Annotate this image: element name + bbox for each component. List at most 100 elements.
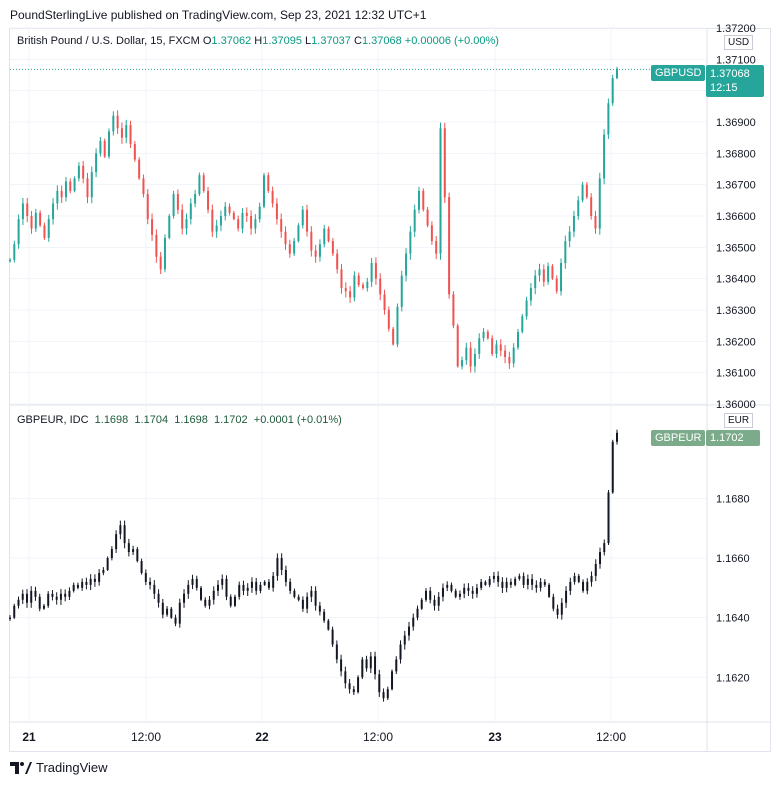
usd-currency-button[interactable]: USD <box>724 35 754 50</box>
candle-body <box>560 602 563 615</box>
gbpeur-title: GBPEUR, IDC <box>17 414 89 426</box>
eur-currency-button[interactable]: EUR <box>724 413 754 428</box>
candle-body <box>297 596 300 600</box>
price-tick-label: 1.1680 <box>716 493 750 505</box>
price-tick-label: 1.1660 <box>716 553 750 565</box>
candle-body <box>465 347 468 361</box>
candle-body <box>353 275 356 298</box>
candle-body <box>461 360 464 367</box>
candle-body <box>463 587 466 594</box>
candle-body <box>275 203 278 220</box>
candle-body <box>611 441 614 493</box>
candle-body <box>535 584 538 588</box>
candle-body <box>420 599 423 609</box>
candle-body <box>272 575 275 588</box>
candle-body <box>478 338 481 354</box>
candle-body <box>59 593 62 600</box>
candle-body <box>64 181 67 198</box>
candle-body <box>349 291 352 298</box>
candle-body <box>263 581 266 585</box>
candle-body <box>522 575 525 585</box>
gbpeur-low: 1.1698 <box>174 414 208 426</box>
candle-body <box>378 674 381 693</box>
candle-body <box>194 194 197 204</box>
publisher-header: PoundSterlingLive published on TradingVi… <box>10 8 427 22</box>
candle-body <box>178 602 181 624</box>
candle-body <box>492 575 495 579</box>
candle-body <box>86 178 89 198</box>
candle-body <box>429 590 432 600</box>
candle-body <box>69 181 72 191</box>
gbpusd-symbol-tag: GBPUSD <box>651 65 706 81</box>
footer-brand[interactable]: TradingView <box>10 760 108 775</box>
candle-body <box>276 558 279 576</box>
candle-body <box>416 608 419 618</box>
time-tick-label: 21 <box>22 730 36 744</box>
candle-body <box>531 578 534 585</box>
candle-body <box>590 575 593 582</box>
candle-body <box>125 125 128 138</box>
candle-body <box>52 203 55 220</box>
candle-body <box>495 344 498 354</box>
candle-body <box>82 165 85 179</box>
candle-body <box>123 525 126 544</box>
candle-body <box>572 216 575 232</box>
candle-body <box>30 216 33 229</box>
candle-body <box>189 203 192 220</box>
candle-body <box>486 331 489 339</box>
candle-body <box>484 581 487 585</box>
candle-body <box>21 203 24 220</box>
candle-body <box>443 128 446 198</box>
candle-body <box>538 269 541 276</box>
candle-body <box>112 115 115 132</box>
candle-body <box>327 228 330 242</box>
candle-body <box>518 575 521 579</box>
candle-body <box>241 212 244 229</box>
candle-body <box>39 212 42 226</box>
candle-body <box>132 549 135 553</box>
candle-body <box>38 596 41 609</box>
candle-body <box>577 575 580 582</box>
candle-body <box>514 578 517 585</box>
candle-body <box>76 584 79 588</box>
candle-body <box>499 344 502 351</box>
candle-body <box>616 432 618 442</box>
candle-body <box>314 590 317 606</box>
high-value: 1.37095 <box>262 35 302 47</box>
candle-body <box>611 78 614 104</box>
candle-body <box>72 584 75 591</box>
candle-body <box>106 558 109 570</box>
candle-body <box>212 590 215 600</box>
candle-body <box>161 602 164 615</box>
candle-body <box>542 269 545 282</box>
candle-body <box>30 590 33 603</box>
time-tick-label: 22 <box>255 730 269 744</box>
candle-body <box>529 288 532 301</box>
candle-body <box>327 620 330 630</box>
candle-body <box>599 552 602 564</box>
price-tick-label: 1.36400 <box>716 274 756 286</box>
candle-body <box>594 216 597 229</box>
candle-body <box>146 194 149 220</box>
low-value: 1.37037 <box>311 35 351 47</box>
candle-body <box>85 581 88 585</box>
gbpeur-legend: GBPEUR, IDC 1.1698 1.1704 1.1698 1.1702 … <box>17 414 342 426</box>
candle-body <box>98 572 101 582</box>
candle-body <box>133 143 136 160</box>
gbpeur-high: 1.1704 <box>134 414 169 426</box>
candle-body <box>102 569 105 573</box>
price-tick-label: 1.36900 <box>716 117 756 129</box>
gbpeur-close: 1.1702 <box>213 414 248 426</box>
candle-body <box>9 259 11 262</box>
candle-body <box>581 184 584 201</box>
candle-body <box>556 608 559 615</box>
candle-body <box>504 350 507 357</box>
candle-body <box>138 159 141 179</box>
candle-body <box>525 300 528 317</box>
candle-body <box>149 581 152 585</box>
candle-body <box>417 190 420 210</box>
candle-body <box>318 244 321 257</box>
candle-body <box>306 596 309 609</box>
candle-body <box>323 611 326 621</box>
